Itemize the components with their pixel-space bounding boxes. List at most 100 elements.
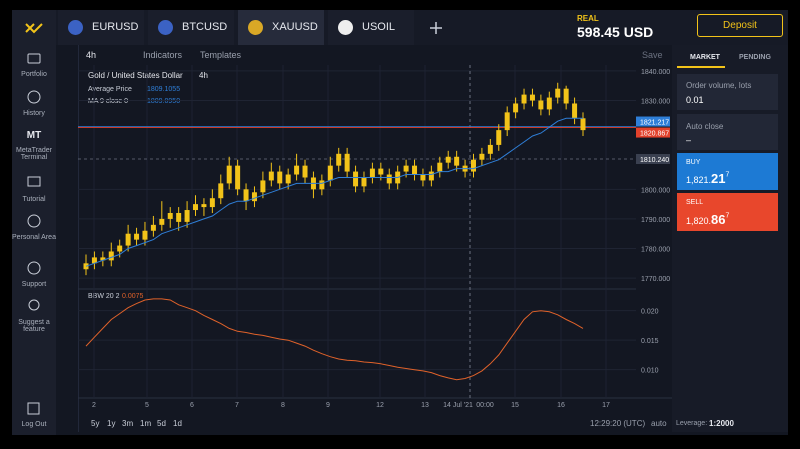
price-big: 21 — [711, 171, 726, 186]
mt-icon[interactable]: MT — [26, 130, 42, 141]
y-tick-label: 1840.000 — [641, 69, 670, 76]
candle-body — [117, 245, 123, 252]
indicators-button[interactable]: Indicators — [143, 50, 183, 60]
volume-box[interactable] — [677, 74, 778, 110]
candle-body — [521, 94, 527, 104]
period-button[interactable]: 5y — [91, 419, 100, 428]
price-part: 1,820. — [686, 216, 712, 226]
ma-line — [85, 117, 583, 267]
portfolio-icon[interactable] — [27, 53, 41, 64]
sell-button[interactable] — [677, 193, 778, 231]
candle-body — [336, 153, 342, 166]
ma-name: MA 9 close 0 — [88, 98, 128, 105]
avg-price-name: Average Price — [88, 86, 132, 93]
x-tick-label: 6 — [190, 402, 194, 409]
y-tick-label: 0.015 — [641, 338, 659, 345]
bbw-name: BBW 20 2 — [88, 293, 120, 300]
price-tag — [636, 154, 670, 165]
scale-mode[interactable]: auto — [651, 419, 667, 428]
sidebar-item[interactable]: Suggest a feature — [18, 319, 50, 333]
add-tab[interactable] — [428, 20, 444, 36]
candle-body — [386, 174, 392, 184]
tab-icon — [248, 20, 263, 35]
volume-value[interactable]: 0.01 — [686, 95, 704, 105]
templates-button[interactable]: Templates — [200, 50, 242, 60]
candle-body — [184, 210, 190, 222]
sidebar-item[interactable]: Personal Area — [12, 234, 56, 241]
candle-body — [100, 257, 106, 261]
sidebar-item[interactable]: Tutorial — [22, 196, 46, 203]
clock: 12:29:20 (UTC) — [590, 419, 646, 428]
leverage-value: 1:2000 — [709, 419, 734, 428]
price-big: 86 — [711, 212, 726, 227]
candle-body — [378, 168, 384, 175]
period-button[interactable]: 1d — [173, 419, 182, 428]
sidebar-item[interactable]: Support — [21, 281, 47, 288]
auto-close-label: Auto close — [686, 122, 724, 131]
auto-close-box[interactable] — [677, 114, 778, 150]
x-tick-label: 9 — [326, 402, 330, 409]
candle-body — [176, 213, 182, 222]
candle-body — [108, 251, 114, 261]
deposit-button[interactable]: Deposit — [697, 14, 783, 37]
x-tick-label: 00:00 — [476, 402, 494, 409]
auto-close-value: – — [686, 135, 692, 145]
x-tick-label: 2 — [92, 402, 96, 409]
y-tick-label: 1800.000 — [641, 187, 670, 194]
x-tick-label: 12 — [376, 402, 384, 409]
candle-body — [125, 233, 131, 246]
order-tab[interactable]: PENDING — [739, 54, 771, 61]
suggest-icon[interactable] — [28, 299, 40, 311]
candle-body — [529, 94, 535, 101]
period-button[interactable]: 1y — [107, 419, 116, 428]
personal-icon[interactable] — [27, 214, 41, 228]
candle-body — [344, 153, 350, 172]
candle-body — [235, 165, 241, 190]
sidebar-item[interactable]: Log Out — [21, 421, 47, 428]
period-button[interactable]: 3m — [122, 419, 134, 428]
account-balance[interactable]: 598.45 USD — [577, 24, 654, 40]
sidebar-item[interactable]: History — [23, 110, 45, 117]
period-button[interactable]: 1m — [140, 419, 152, 428]
logout-icon[interactable] — [27, 402, 40, 415]
tab[interactable]: USOIL — [328, 10, 414, 45]
account-mode[interactable]: REAL — [577, 14, 599, 23]
price-tag — [636, 127, 670, 138]
timeframe[interactable]: 4h — [86, 50, 97, 60]
y-tick-label: 1830.000 — [641, 99, 670, 106]
candle-body — [268, 171, 274, 181]
candle-body — [167, 213, 173, 219]
tab[interactable]: XAUUSD — [238, 10, 324, 45]
support-icon[interactable] — [27, 261, 41, 275]
sidebar-item[interactable]: MetaTrader Terminal — [16, 147, 52, 161]
tab[interactable]: EURUSD — [58, 10, 144, 45]
candle-body — [260, 180, 266, 193]
y-tick-label: 1790.000 — [641, 217, 670, 224]
candle-body — [226, 165, 232, 184]
price-tag — [636, 116, 670, 127]
buy-price: 1,821.217 — [686, 170, 729, 188]
x-tick-label: 16 — [557, 402, 565, 409]
order-tab[interactable]: MARKET — [690, 54, 720, 61]
tutorial-icon[interactable] — [27, 176, 41, 187]
candle-body — [412, 165, 418, 175]
sidebar-item[interactable]: Portfolio — [21, 71, 47, 78]
candle-body — [91, 257, 97, 264]
history-icon[interactable] — [27, 90, 41, 104]
chart-timeframe: 4h — [199, 71, 208, 80]
x-tick-label: 13 — [421, 402, 429, 409]
period-button[interactable]: 5d — [157, 419, 166, 428]
candle-body — [150, 224, 156, 231]
buy-button[interactable] — [677, 153, 778, 190]
candle-body — [243, 189, 249, 202]
candle-body — [403, 165, 409, 172]
logo — [25, 23, 43, 34]
candle-body — [369, 168, 375, 178]
save-button[interactable]: Save — [642, 50, 663, 60]
drawing-tools — [56, 45, 79, 432]
x-tick-label: 7 — [235, 402, 239, 409]
tab[interactable]: BTCUSD — [148, 10, 234, 45]
candle-body — [201, 204, 207, 208]
